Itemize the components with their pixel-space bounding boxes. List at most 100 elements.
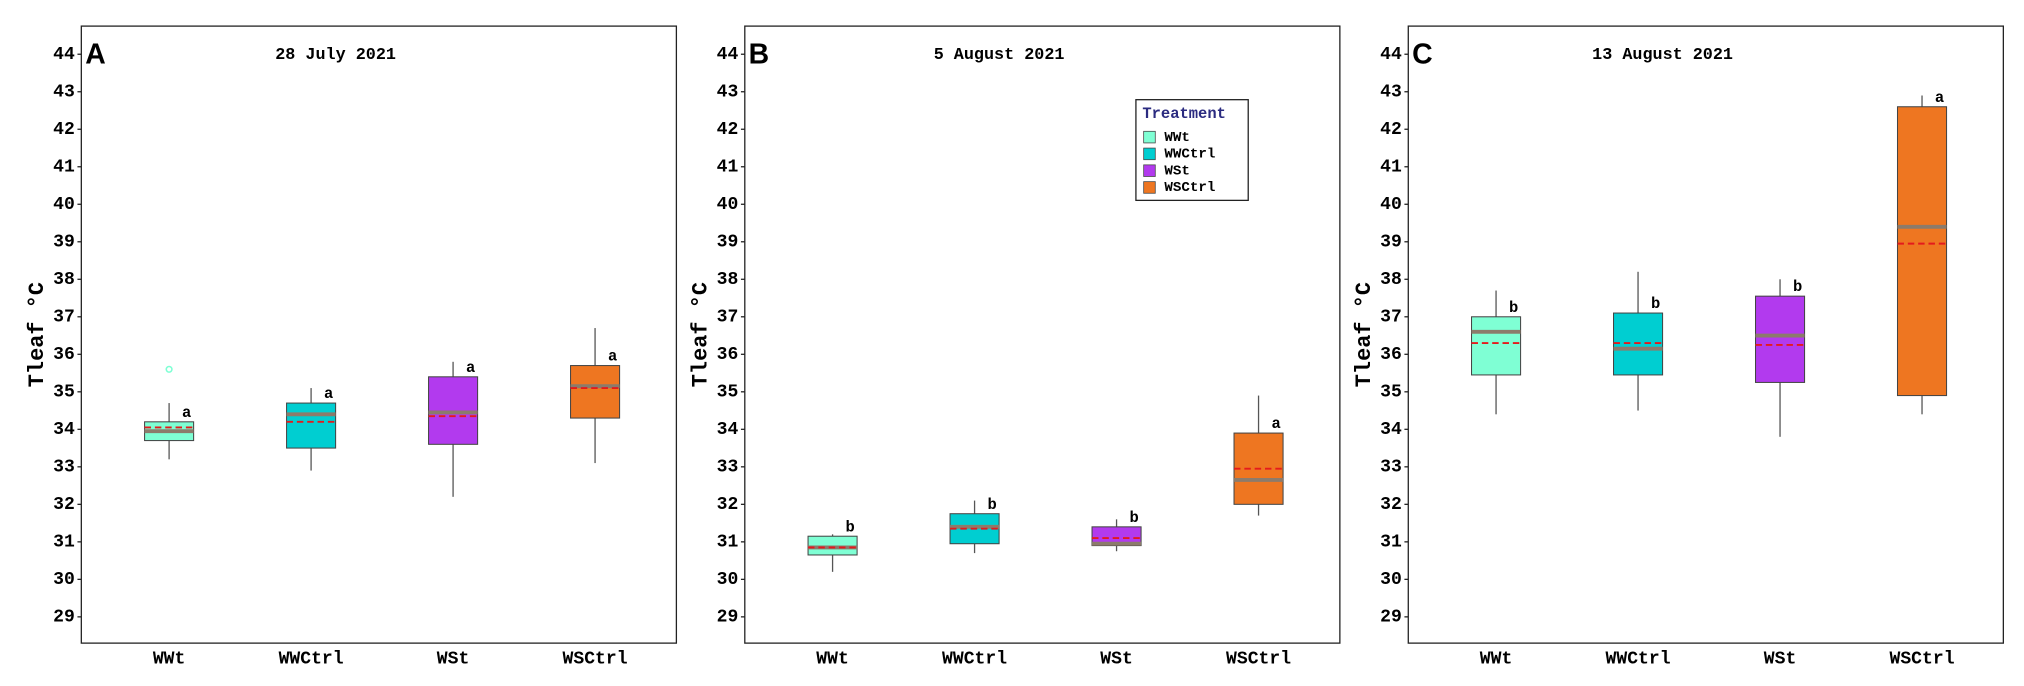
- legend-label: WWt: [1164, 130, 1190, 146]
- panel-title: 5 August 2021: [934, 46, 1065, 65]
- y-tick-label: 32: [717, 495, 739, 515]
- significance-letter: b: [1129, 509, 1138, 527]
- panel-title: 13 August 2021: [1592, 46, 1733, 65]
- y-tick-label: 39: [53, 233, 75, 253]
- y-tick-label: 41: [53, 158, 75, 178]
- panel-label: C: [1412, 38, 1433, 70]
- y-tick-label: 44: [53, 45, 75, 65]
- box: [570, 365, 621, 419]
- y-tick-label: 38: [53, 270, 75, 290]
- x-tick-label: WSt: [1100, 649, 1133, 669]
- y-tick-label: 32: [1380, 495, 1402, 515]
- y-tick-label: 35: [1380, 383, 1402, 403]
- significance-letter: b: [987, 496, 996, 514]
- y-axis-label: Tleaf °C: [689, 282, 714, 387]
- box: [1754, 295, 1806, 383]
- significance-letter: b: [1509, 299, 1518, 317]
- x-tick-label: WWCtrl: [1606, 649, 1671, 669]
- y-tick-label: 38: [717, 270, 739, 290]
- y-tick-label: 32: [53, 495, 75, 515]
- y-tick-label: 34: [1380, 420, 1402, 440]
- legend-swatch: [1143, 130, 1156, 144]
- x-tick-label: WWt: [153, 649, 186, 669]
- y-tick-label: 35: [717, 383, 739, 403]
- y-tick-label: 33: [717, 458, 739, 478]
- x-tick-label: WWt: [1480, 649, 1513, 669]
- x-tick-label: WSCtrl: [1226, 649, 1291, 669]
- y-tick-label: 44: [1380, 45, 1402, 65]
- y-tick-label: 43: [53, 83, 75, 103]
- legend-label: WWCtrl: [1164, 147, 1215, 163]
- y-tick-label: 43: [717, 83, 739, 103]
- significance-letter: a: [466, 359, 475, 377]
- y-tick-label: 37: [1380, 308, 1402, 328]
- plot-frame: [1407, 25, 2004, 644]
- y-tick-label: 29: [1380, 608, 1402, 628]
- panel-label: B: [749, 38, 770, 70]
- box: [286, 402, 337, 449]
- box: [1471, 316, 1522, 376]
- y-tick-label: 44: [717, 45, 739, 65]
- significance-letter: b: [1793, 278, 1802, 296]
- y-tick-label: 31: [53, 533, 75, 553]
- y-tick-label: 42: [1380, 120, 1402, 140]
- y-tick-label: 31: [717, 533, 739, 553]
- y-tick-label: 37: [717, 308, 739, 328]
- y-tick-label: 36: [53, 345, 75, 365]
- significance-letter: a: [608, 348, 617, 366]
- x-tick-label: WWCtrl: [279, 649, 344, 669]
- panel-title: 28 July 2021: [275, 46, 396, 65]
- plot-frame: [80, 25, 678, 644]
- y-tick-label: 33: [1380, 458, 1402, 478]
- y-tick-label: 43: [1380, 83, 1402, 103]
- y-tick-label: 37: [53, 308, 75, 328]
- x-tick-label: WWt: [816, 649, 849, 669]
- y-tick-label: 34: [717, 420, 739, 440]
- y-tick-label: 38: [1380, 270, 1402, 290]
- y-tick-label: 42: [717, 120, 739, 140]
- box: [1896, 106, 1948, 397]
- plot-frame: [744, 25, 1341, 644]
- panel-label: A: [85, 38, 106, 70]
- y-tick-label: 29: [53, 608, 75, 628]
- y-tick-label: 30: [1380, 570, 1402, 590]
- significance-letter: b: [1651, 295, 1660, 313]
- y-tick-label: 40: [717, 195, 739, 215]
- significance-letter: a: [1935, 89, 1944, 107]
- y-tick-label: 31: [1380, 533, 1402, 553]
- y-tick-label: 40: [53, 195, 75, 215]
- y-tick-label: 41: [717, 158, 739, 178]
- x-tick-label: WSCtrl: [563, 649, 628, 669]
- x-tick-label: WWCtrl: [942, 649, 1007, 669]
- significance-letter: a: [1271, 415, 1280, 433]
- y-tick-label: 34: [53, 420, 75, 440]
- legend-title: Treatment: [1142, 105, 1226, 123]
- legend-swatch: [1143, 147, 1156, 161]
- y-tick-label: 30: [53, 570, 75, 590]
- significance-letter: a: [324, 385, 333, 403]
- y-tick-label: 33: [53, 458, 75, 478]
- legend-swatch: [1143, 181, 1156, 194]
- legend-swatch: [1143, 164, 1156, 177]
- y-tick-label: 36: [1380, 345, 1402, 365]
- legend-label: WSt: [1164, 163, 1190, 179]
- outlier: [165, 365, 173, 373]
- significance-letter: b: [845, 518, 854, 536]
- significance-letter: a: [182, 404, 191, 422]
- y-axis-label: Tleaf °C: [25, 282, 50, 387]
- x-tick-label: WSt: [1764, 649, 1797, 669]
- y-axis-label: Tleaf °C: [1352, 282, 1377, 387]
- y-tick-label: 41: [1380, 158, 1402, 178]
- x-tick-label: WSt: [437, 649, 470, 669]
- y-tick-label: 35: [53, 383, 75, 403]
- y-tick-label: 29: [717, 608, 739, 628]
- y-tick-label: 30: [717, 570, 739, 590]
- y-tick-label: 40: [1380, 195, 1402, 215]
- x-tick-label: WSCtrl: [1890, 649, 1955, 669]
- y-tick-label: 42: [53, 120, 75, 140]
- y-tick-label: 36: [717, 345, 739, 365]
- legend-label: WSCtrl: [1164, 180, 1215, 196]
- y-tick-label: 39: [1380, 233, 1402, 253]
- y-tick-label: 39: [717, 233, 739, 253]
